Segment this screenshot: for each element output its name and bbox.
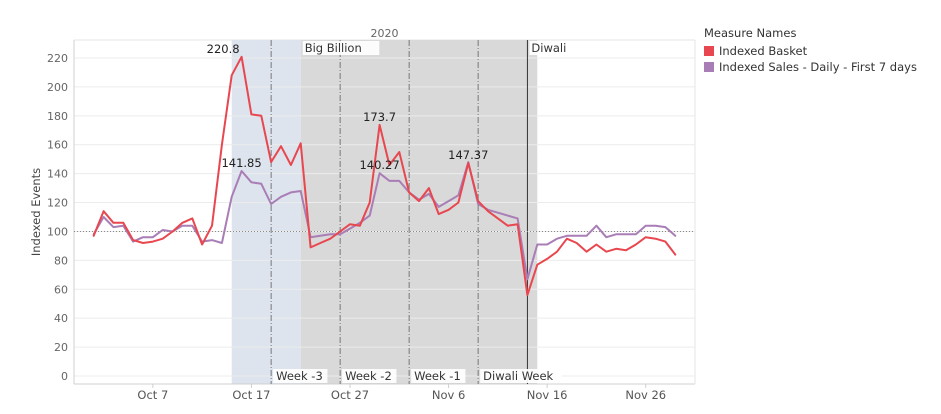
x-tick-label-3: Nov 6 <box>432 388 465 402</box>
data-label-3: 140.27 <box>359 158 399 172</box>
bottom-annotation-2: Week -1 <box>414 369 461 383</box>
bottom-annotation-0: Week -3 <box>276 369 323 383</box>
legend-swatch-indexed-sales <box>704 62 714 72</box>
y-tick-label-180: 180 <box>47 110 68 123</box>
bottom-annotation-bg-3 <box>480 369 563 383</box>
data-label-4: 147.37 <box>448 148 488 162</box>
y-tick-label-20: 20 <box>54 341 68 354</box>
data-label-1: 141.85 <box>221 156 261 170</box>
top-annotation-bg-0 <box>302 41 380 55</box>
bottom-annotation-3: Diwali Week <box>483 369 553 383</box>
x-tick-label-2: Oct 27 <box>331 388 369 402</box>
y-tick-label-80: 80 <box>54 254 68 267</box>
shaded-band-1 <box>300 40 538 384</box>
top-annotation-bg-1 <box>529 41 574 55</box>
bottom-annotation-bg-1 <box>342 369 397 383</box>
header-year-label: 2020 <box>371 27 399 40</box>
y-tick-label-60: 60 <box>54 283 68 296</box>
y-tick-label-160: 160 <box>47 139 68 152</box>
series-line-indexed-sales <box>92 161 677 281</box>
top-annotation-1: Diwali <box>531 41 566 55</box>
bottom-annotation-bg-0 <box>273 369 328 383</box>
y-tick-label-0: 0 <box>61 370 68 383</box>
legend-title: Measure Names <box>704 26 797 40</box>
y-axis-label: Indexed Events <box>29 168 43 256</box>
legend-label-indexed-basket: Indexed Basket <box>719 44 808 58</box>
x-tick-label-1: Oct 17 <box>232 388 270 402</box>
x-tick-label-0: Oct 7 <box>137 388 168 402</box>
y-tick-label-200: 200 <box>47 81 68 94</box>
y-tick-label-40: 40 <box>54 312 68 325</box>
y-tick-label-220: 220 <box>47 52 68 65</box>
y-tick-label-140: 140 <box>47 168 68 181</box>
legend-item-indexed-basket[interactable]: Indexed Basket <box>704 43 939 59</box>
y-tick-label-120: 120 <box>47 197 68 210</box>
data-label-0: 220.8 <box>207 42 240 56</box>
shaded-band-0 <box>231 40 301 384</box>
top-annotation-0: Big Billion <box>305 41 362 55</box>
header-band <box>74 27 695 40</box>
bottom-annotation-bg-2 <box>411 369 466 383</box>
bottom-annotation-1: Week -2 <box>345 369 392 383</box>
legend-label-indexed-sales: Indexed Sales - Daily - First 7 days <box>719 60 917 74</box>
y-tick-label-100: 100 <box>47 225 68 238</box>
series-line-indexed-basket <box>92 55 677 297</box>
legend: Measure Names Indexed Basket Indexed Sal… <box>704 26 939 75</box>
legend-swatch-indexed-basket <box>704 46 714 56</box>
legend-item-indexed-sales[interactable]: Indexed Sales - Daily - First 7 days <box>704 59 939 75</box>
x-tick-label-4: Nov 16 <box>527 388 568 402</box>
x-tick-label-5: Nov 26 <box>625 388 666 402</box>
data-label-2: 173.7 <box>363 110 396 124</box>
